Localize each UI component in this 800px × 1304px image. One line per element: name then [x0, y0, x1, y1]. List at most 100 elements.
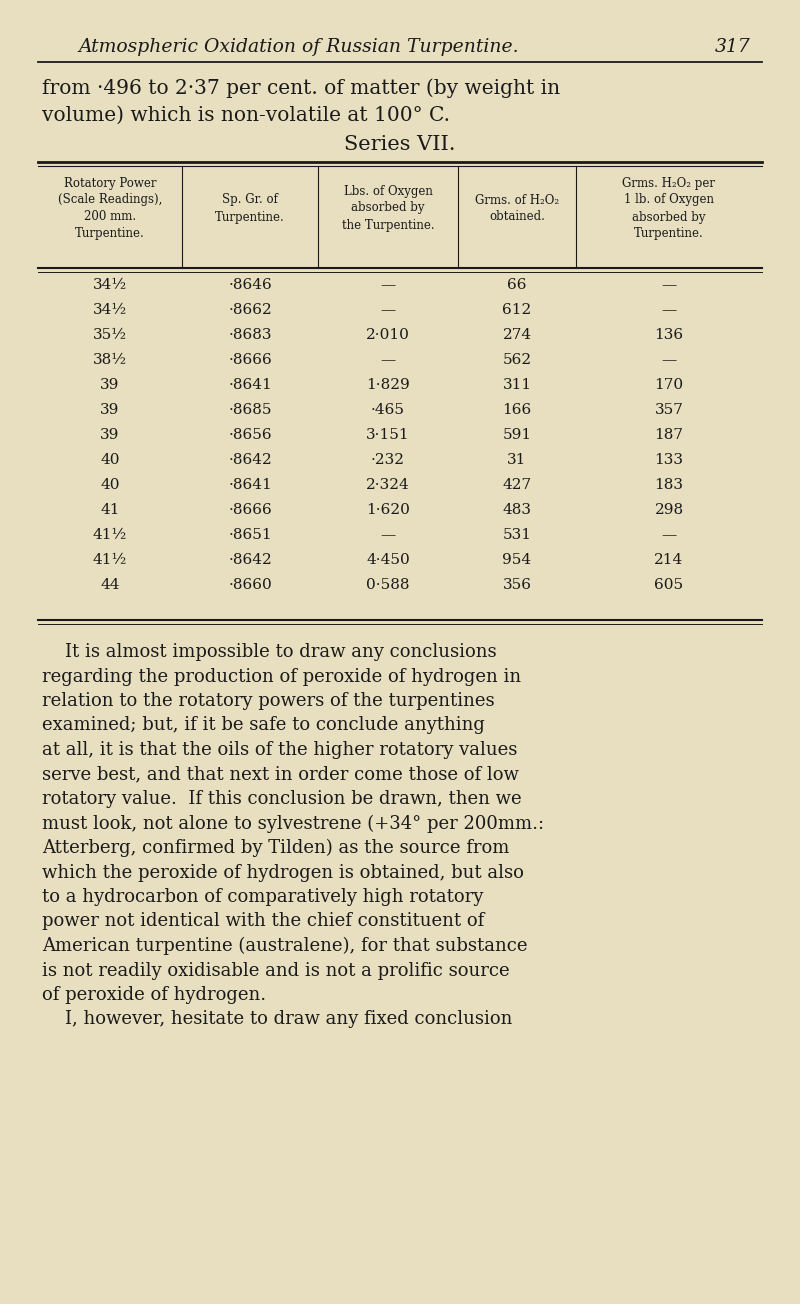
Text: to a hydrocarbon of comparatively high rotatory: to a hydrocarbon of comparatively high r…: [42, 888, 483, 906]
Text: 41½: 41½: [93, 553, 127, 567]
Text: must look, not alone to sylvestrene (+34° per 200mm.:: must look, not alone to sylvestrene (+34…: [42, 815, 544, 833]
Text: 136: 136: [654, 329, 683, 342]
Text: ·8646: ·8646: [228, 278, 272, 292]
Text: 483: 483: [502, 503, 531, 516]
Text: —: —: [380, 303, 396, 317]
Text: Grms. of H₂O₂: Grms. of H₂O₂: [475, 193, 559, 206]
Text: is not readily oxidisable and is not a prolific source: is not readily oxidisable and is not a p…: [42, 961, 510, 979]
Text: 133: 133: [654, 452, 683, 467]
Text: 40: 40: [100, 452, 120, 467]
Text: ·8660: ·8660: [228, 578, 272, 592]
Text: of peroxide of hydrogen.: of peroxide of hydrogen.: [42, 986, 266, 1004]
Text: 34½: 34½: [93, 303, 127, 317]
Text: regarding the production of peroxide of hydrogen in: regarding the production of peroxide of …: [42, 668, 521, 686]
Text: 954: 954: [502, 553, 531, 567]
Text: 41½: 41½: [93, 528, 127, 542]
Text: 214: 214: [654, 553, 684, 567]
Text: 39: 39: [100, 428, 120, 442]
Text: rotatory value.  If this conclusion be drawn, then we: rotatory value. If this conclusion be dr…: [42, 790, 522, 808]
Text: Lbs. of Oxygen: Lbs. of Oxygen: [343, 184, 433, 197]
Text: 166: 166: [502, 403, 532, 417]
Text: from ·496 to 2·37 per cent. of matter (by weight in: from ·496 to 2·37 per cent. of matter (b…: [42, 78, 560, 98]
Text: 1·829: 1·829: [366, 378, 410, 393]
Text: ·8641: ·8641: [228, 378, 272, 393]
Text: Turpentine.: Turpentine.: [634, 227, 704, 240]
Text: —: —: [380, 353, 396, 366]
Text: Grms. H₂O₂ per: Grms. H₂O₂ per: [622, 176, 715, 189]
Text: 274: 274: [502, 329, 531, 342]
Text: Turpentine.: Turpentine.: [75, 227, 145, 240]
Text: ·8683: ·8683: [228, 329, 272, 342]
Text: 1 lb. of Oxygen: 1 lb. of Oxygen: [624, 193, 714, 206]
Text: Atmospheric Oxidation of Russian Turpentine.: Atmospheric Oxidation of Russian Turpent…: [78, 38, 518, 56]
Text: 38½: 38½: [93, 353, 127, 366]
Text: 298: 298: [654, 503, 683, 516]
Text: —: —: [662, 528, 677, 542]
Text: 562: 562: [502, 353, 531, 366]
Text: 356: 356: [502, 578, 531, 592]
Text: serve best, and that next in order come those of low: serve best, and that next in order come …: [42, 765, 519, 784]
Text: which the peroxide of hydrogen is obtained, but also: which the peroxide of hydrogen is obtain…: [42, 863, 524, 882]
Text: American turpentine (australene), for that substance: American turpentine (australene), for th…: [42, 936, 527, 955]
Text: 31: 31: [507, 452, 526, 467]
Text: 200 mm.: 200 mm.: [84, 210, 136, 223]
Text: 317: 317: [715, 38, 750, 56]
Text: the Turpentine.: the Turpentine.: [342, 219, 434, 232]
Text: 591: 591: [502, 428, 531, 442]
Text: 4·450: 4·450: [366, 553, 410, 567]
Text: Atterberg, confirmed by Tilden) as the source from: Atterberg, confirmed by Tilden) as the s…: [42, 838, 510, 857]
Text: 66: 66: [507, 278, 526, 292]
Text: 35½: 35½: [93, 329, 127, 342]
Text: 41: 41: [100, 503, 120, 516]
Text: volume) which is non-volatile at 100° C.: volume) which is non-volatile at 100° C.: [42, 106, 450, 124]
Text: —: —: [662, 303, 677, 317]
Text: power not identical with the chief constituent of: power not identical with the chief const…: [42, 913, 484, 931]
Text: ·8666: ·8666: [228, 503, 272, 516]
Text: ·8642: ·8642: [228, 553, 272, 567]
Text: 39: 39: [100, 378, 120, 393]
Text: It is almost impossible to draw any conclusions: It is almost impossible to draw any conc…: [42, 643, 497, 661]
Text: 34½: 34½: [93, 278, 127, 292]
Text: 612: 612: [502, 303, 532, 317]
Text: —: —: [380, 528, 396, 542]
Text: 170: 170: [654, 378, 683, 393]
Text: 427: 427: [502, 479, 531, 492]
Text: 2·324: 2·324: [366, 479, 410, 492]
Text: absorbed by: absorbed by: [351, 202, 425, 214]
Text: ·8642: ·8642: [228, 452, 272, 467]
Text: 44: 44: [100, 578, 120, 592]
Text: 3·151: 3·151: [366, 428, 410, 442]
Text: 605: 605: [654, 578, 683, 592]
Text: 0·588: 0·588: [366, 578, 410, 592]
Text: 357: 357: [654, 403, 683, 417]
Text: 40: 40: [100, 479, 120, 492]
Text: ·8662: ·8662: [228, 303, 272, 317]
Text: (Scale Readings),: (Scale Readings),: [58, 193, 162, 206]
Text: 531: 531: [502, 528, 531, 542]
Text: 39: 39: [100, 403, 120, 417]
Text: ·8651: ·8651: [228, 528, 272, 542]
Text: relation to the rotatory powers of the turpentines: relation to the rotatory powers of the t…: [42, 692, 494, 709]
Text: 2·010: 2·010: [366, 329, 410, 342]
Text: 1·620: 1·620: [366, 503, 410, 516]
Text: Rotatory Power: Rotatory Power: [64, 176, 156, 189]
Text: 187: 187: [654, 428, 683, 442]
Text: Sp. Gr. of: Sp. Gr. of: [222, 193, 278, 206]
Text: at all, it is that the oils of the higher rotatory values: at all, it is that the oils of the highe…: [42, 741, 518, 759]
Text: —: —: [380, 278, 396, 292]
Text: ·465: ·465: [371, 403, 405, 417]
Text: 183: 183: [654, 479, 683, 492]
Text: absorbed by: absorbed by: [632, 210, 706, 223]
Text: —: —: [662, 353, 677, 366]
Text: examined; but, if it be safe to conclude anything: examined; but, if it be safe to conclude…: [42, 716, 485, 734]
Text: ·8641: ·8641: [228, 479, 272, 492]
Text: Series VII.: Series VII.: [344, 136, 456, 154]
Text: ·8685: ·8685: [228, 403, 272, 417]
Text: I, however, hesitate to draw any fixed conclusion: I, however, hesitate to draw any fixed c…: [42, 1011, 512, 1029]
Text: —: —: [662, 278, 677, 292]
Text: Turpentine.: Turpentine.: [215, 210, 285, 223]
Text: 311: 311: [502, 378, 531, 393]
Text: obtained.: obtained.: [489, 210, 545, 223]
Text: ·8656: ·8656: [228, 428, 272, 442]
Text: ·232: ·232: [371, 452, 405, 467]
